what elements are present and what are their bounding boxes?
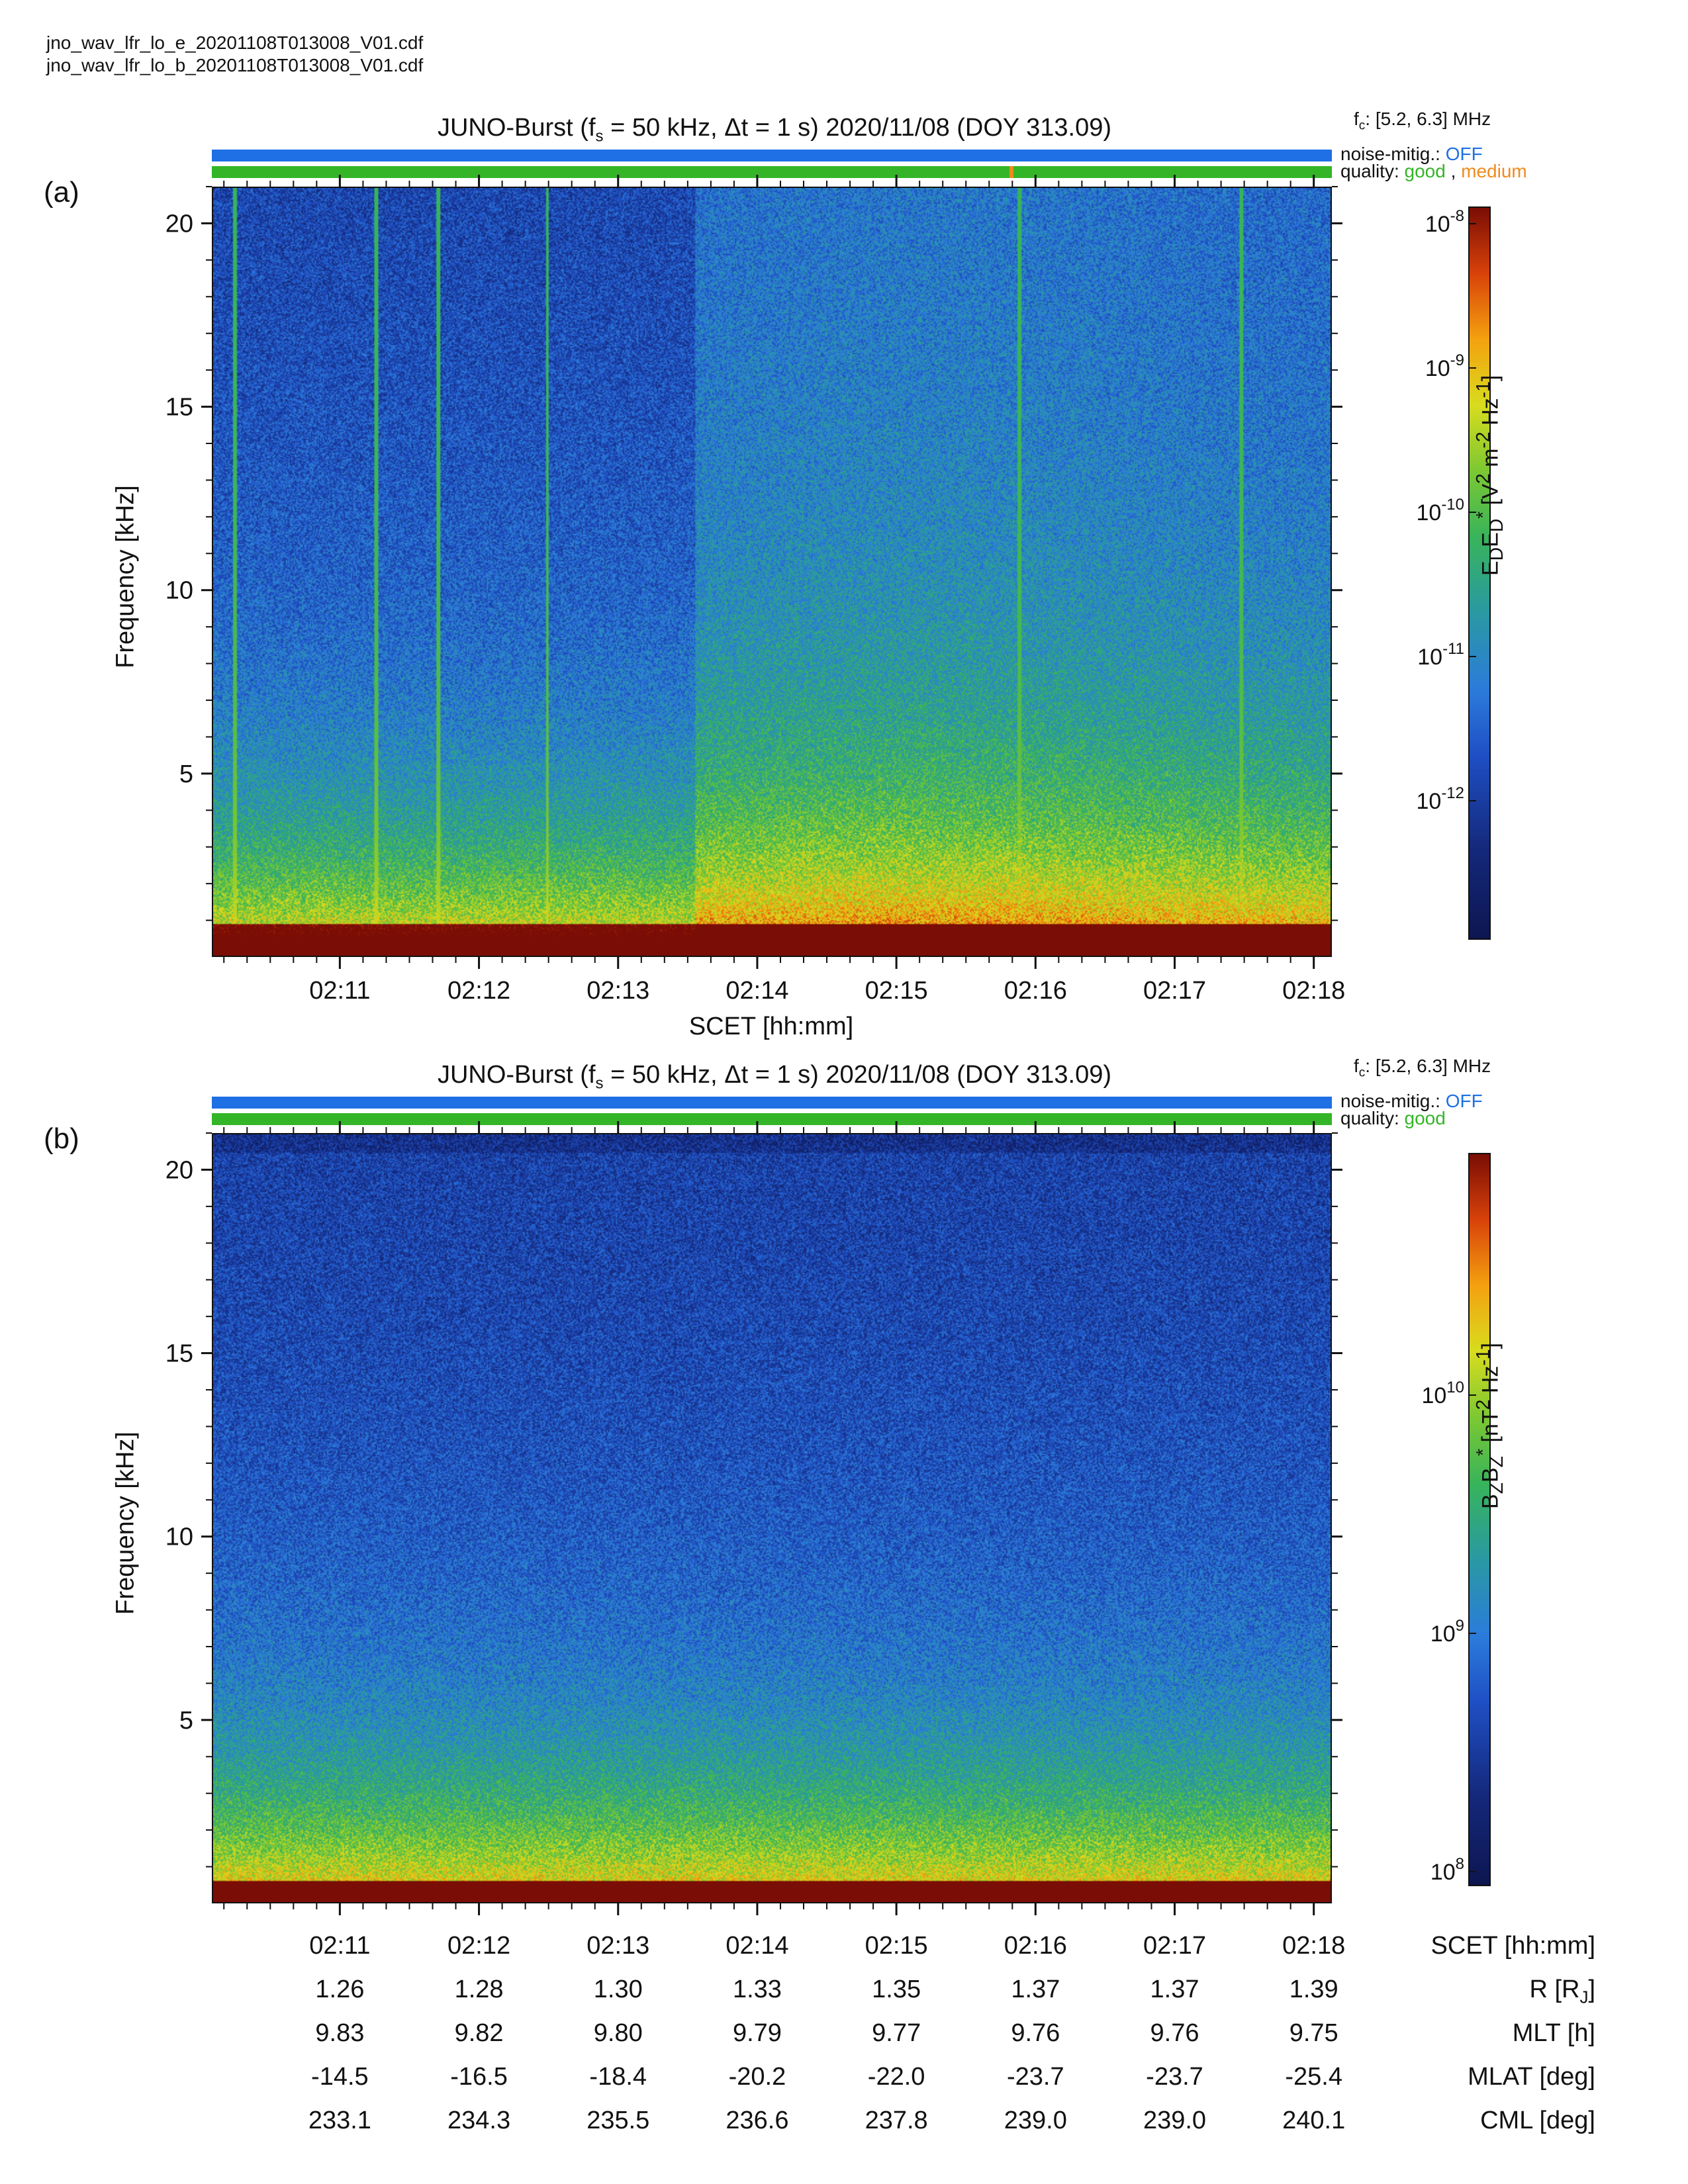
ephemeris-value: 1.26	[315, 1976, 365, 2003]
file-name-e: jno_wav_lfr_lo_e_20201108T013008_V01.cdf	[46, 32, 424, 53]
ephemeris-value: -18.4	[589, 2063, 647, 2091]
panel-b-fc: fc: [5.2, 6.3] MHz	[1354, 1056, 1491, 1080]
x-tick-label: 02:11	[309, 977, 370, 1005]
y-tick-label: 20	[165, 1156, 193, 1184]
ephemeris-value: -22.0	[867, 2063, 925, 2091]
panel-a-noise-bar	[212, 150, 1332, 161]
ephemeris-value: 02:17	[1143, 1932, 1207, 1960]
x-tick-label: 02:15	[865, 977, 928, 1005]
ephemeris-value: 239.0	[1004, 2107, 1067, 2134]
ephemeris-value: 02:13	[586, 1932, 650, 1960]
x-tick-label: 02:17	[1143, 977, 1206, 1005]
panel-a-label: (a)	[44, 176, 79, 208]
ephemeris-value: 9.80	[593, 2019, 643, 2047]
ephemeris-value: 9.76	[1150, 2019, 1199, 2047]
ephemeris-value: 02:15	[865, 1932, 928, 1960]
colorbar-tick-label: 10-9	[1425, 351, 1464, 381]
panel-b-colorbar-ticks: 1010 109 108	[1421, 1379, 1476, 1885]
ephemeris-row-name: R [RJ]	[1529, 1976, 1595, 2007]
ephemeris-value: 9.77	[872, 2019, 921, 2047]
ephemeris-value: 02:12	[447, 1932, 511, 1960]
ephemeris-value: -20.2	[728, 2063, 786, 2091]
colorbar-tick-label: 109	[1430, 1617, 1464, 1647]
panel-a-title: JUNO-Burst (fs = 50 kHz, Δt = 1 s) 2020/…	[437, 114, 1112, 146]
ephemeris-row-name: CML [deg]	[1480, 2107, 1595, 2134]
ephemeris-value: 1.30	[593, 1976, 643, 2003]
colorbar-tick-label: 10-11	[1417, 640, 1464, 670]
panel-a-quality-legend: quality: good , medium	[1340, 161, 1527, 181]
ephemeris-value: 239.0	[1143, 2107, 1207, 2134]
x-tick-label: 02:18	[1282, 977, 1345, 1005]
ephemeris-value: 02:14	[726, 1932, 789, 1960]
ephemeris-row-name: SCET [hh:mm]	[1430, 1932, 1595, 1960]
colorbar-tick-label: 108	[1430, 1855, 1464, 1885]
ephemeris-value: -14.5	[311, 2063, 369, 2091]
colorbar-tick-label: 10-10	[1416, 496, 1464, 525]
panel-a-spectrogram	[212, 187, 1332, 957]
x-tick-label: 02:14	[726, 977, 788, 1005]
ephemeris-value: 1.35	[872, 1976, 921, 2003]
ephemeris-value: 02:18	[1282, 1932, 1346, 1960]
ephemeris-value: 236.6	[726, 2107, 789, 2134]
panel-a-xlabel: SCET [hh:mm]	[688, 1013, 854, 1040]
ephemeris-value: 233.1	[308, 2107, 371, 2134]
ephemeris-row-name: MLAT [deg]	[1468, 2063, 1595, 2091]
x-tick-label: 02:16	[1004, 977, 1067, 1005]
y-tick-label: 10	[165, 577, 193, 605]
y-tick-label: 15	[165, 1340, 193, 1368]
ephemeris-value: -23.7	[1006, 2063, 1064, 2091]
ephemeris-value: 234.3	[447, 2107, 511, 2134]
panel-b-colorbar-label: BZBZ* [nT2 Hz-1]	[1473, 1342, 1508, 1509]
panel-a-quality-medium-mark	[1009, 166, 1013, 178]
panel-b-ylabel: Frequency [kHz]	[111, 1432, 140, 1615]
x-tick-label: 02:12	[447, 977, 510, 1005]
panel-a-heatmap-canvas	[213, 188, 1331, 956]
panel-b-quality-legend: quality: good	[1340, 1108, 1446, 1128]
ephemeris-value: 02:16	[1004, 1932, 1067, 1960]
ephemeris-value: 9.75	[1289, 2019, 1338, 2047]
file-name-b: jno_wav_lfr_lo_b_20201108T013008_V01.cdf	[46, 55, 424, 75]
panel-a-colorbar-ticks: 10-8 10-9 10-10 10-11 10-12	[1416, 207, 1476, 814]
ephemeris-value: 237.8	[865, 2107, 928, 2134]
panel-b-noise-legend: noise-mitig.: OFF	[1340, 1091, 1483, 1111]
ephemeris-value: 1.37	[1150, 1976, 1199, 2003]
panel-a-colorbar	[1468, 206, 1491, 940]
colorbar-tick-label: 10-12	[1416, 784, 1464, 814]
ephemeris-value: 235.5	[586, 2107, 650, 2134]
panel-b-colorbar	[1468, 1153, 1491, 1886]
ephemeris-value: 02:11	[309, 1932, 371, 1960]
y-tick-label: 20	[165, 210, 193, 238]
ephemeris-value: 1.28	[454, 1976, 504, 2003]
ephemeris-value: 1.37	[1011, 1976, 1060, 2003]
panel-b-label: (b)	[44, 1122, 79, 1155]
ephemeris-value: 9.82	[454, 2019, 504, 2047]
colorbar-tick-label: 1010	[1421, 1379, 1464, 1408]
panel-b-heatmap-canvas	[213, 1134, 1331, 1902]
ephemeris-value: -23.7	[1146, 2063, 1203, 2091]
y-tick-label: 5	[179, 1707, 193, 1735]
panel-b-quality-bar	[212, 1113, 1332, 1125]
ephemeris-value: 1.39	[1289, 1976, 1338, 2003]
y-tick-label: 5	[179, 760, 193, 788]
ephemeris-value: 9.76	[1011, 2019, 1060, 2047]
ephemeris-row-name: MLT [h]	[1512, 2019, 1595, 2047]
ephemeris-value: 240.1	[1282, 2107, 1346, 2134]
x-tick-label: 02:13	[586, 977, 649, 1005]
panel-b-title: JUNO-Burst (fs = 50 kHz, Δt = 1 s) 2020/…	[437, 1061, 1112, 1093]
panel-a-fc: fc: [5.2, 6.3] MHz	[1354, 109, 1491, 133]
colorbar-tick-label: 10-8	[1425, 207, 1464, 237]
panel-a-noise-legend: noise-mitig.: OFF	[1340, 144, 1483, 164]
ephemeris-value: 9.83	[315, 2019, 365, 2047]
ephemeris-value: 9.79	[732, 2019, 782, 2047]
panel-b-spectrogram	[212, 1133, 1332, 1903]
y-tick-label: 15	[165, 394, 193, 422]
ephemeris-value: -16.5	[450, 2063, 508, 2091]
ephemeris-value: 1.33	[732, 1976, 782, 2003]
panel-b-noise-bar	[212, 1097, 1332, 1109]
ephemeris-value: -25.4	[1285, 2063, 1342, 2091]
panel-a-quality-bar	[212, 166, 1332, 178]
y-tick-label: 10	[165, 1524, 193, 1551]
